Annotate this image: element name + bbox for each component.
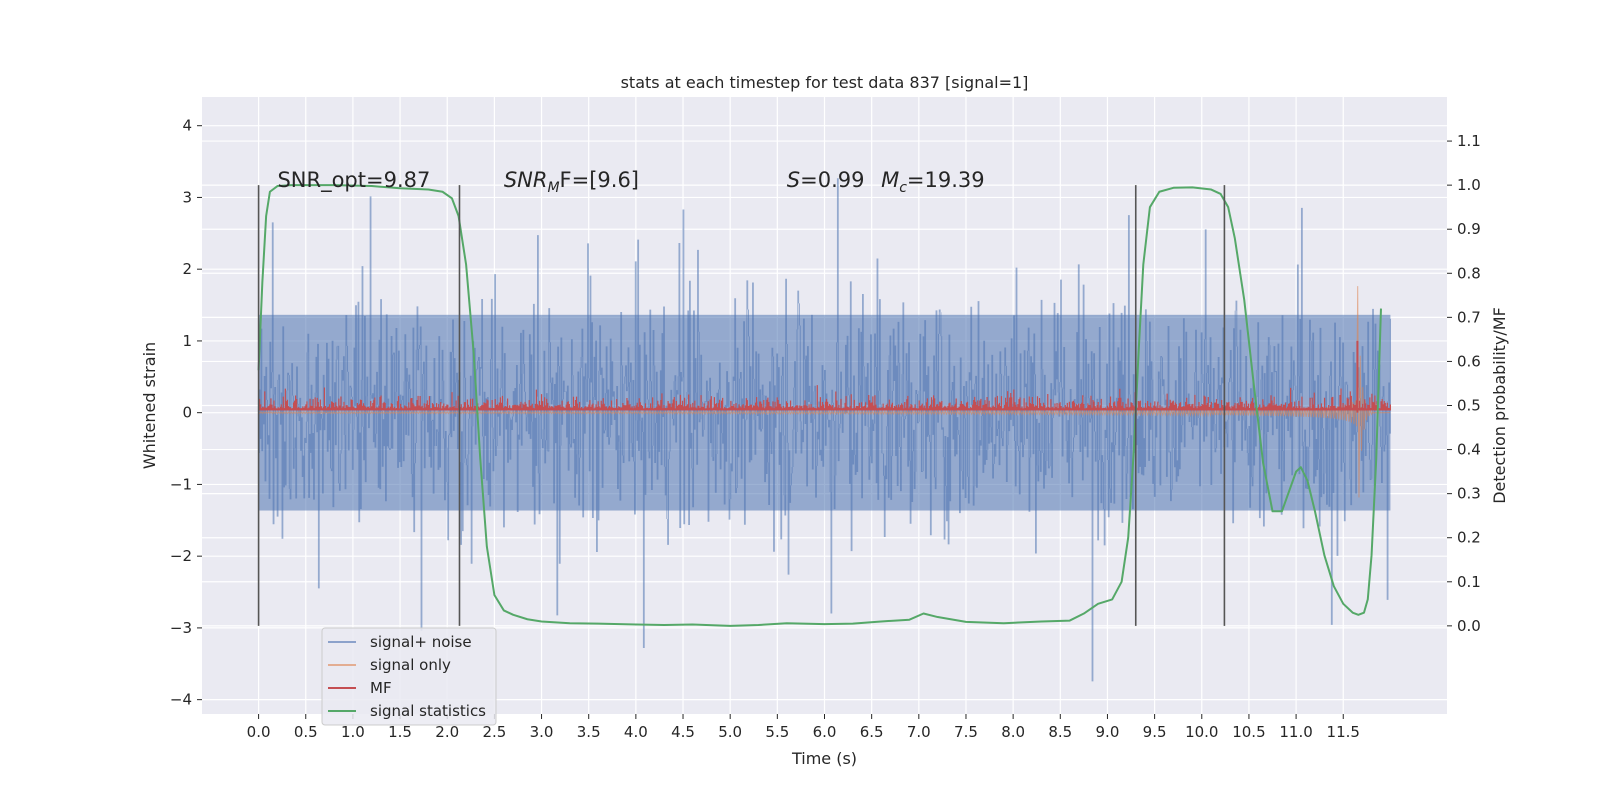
legend-label-signal-only: signal only <box>370 656 451 674</box>
x-tick-label: 1.5 <box>388 723 412 741</box>
y-tick-label-left: −1 <box>170 475 192 493</box>
annotation-main: S <box>787 168 800 192</box>
legend: signal+ noise signal only MF signal stat… <box>321 627 497 726</box>
y-tick-label-right: 0.9 <box>1457 220 1481 238</box>
y-tick-label-right: 0.1 <box>1457 573 1481 591</box>
x-tick-label: 8.0 <box>1001 723 1025 741</box>
y-tick-label-left: −4 <box>170 691 192 709</box>
y-tick-label-right: 1.0 <box>1457 176 1481 194</box>
x-tick-label: 11.5 <box>1327 723 1360 741</box>
annotation-2: S=0.99 <box>787 168 865 192</box>
annotation-1: SNRMF=[9.6] <box>504 168 639 196</box>
signal-statistics-line <box>257 184 1382 627</box>
x-tick-label: 7.0 <box>907 723 931 741</box>
y-tick-label-left: 0 <box>182 404 192 422</box>
y-tick-label-right: 0.8 <box>1457 264 1481 282</box>
x-tick-label: 4.0 <box>624 723 648 741</box>
x-tick-label: 2.0 <box>435 723 459 741</box>
x-tick-label: 11.0 <box>1279 723 1312 741</box>
chart-title: stats at each timestep for test data 837… <box>621 73 1029 92</box>
x-axis-label: Time (s) <box>791 749 857 768</box>
x-tick-label: 6.5 <box>860 723 884 741</box>
y-tick-label-left: −3 <box>170 619 192 637</box>
vertical-markers <box>257 185 1226 626</box>
legend-label-signal-statistics: signal statistics <box>370 702 486 720</box>
annotation-subscript: M <box>547 180 559 196</box>
x-tick-label: 2.5 <box>482 723 506 741</box>
y-tick-label-right: 0.2 <box>1457 529 1481 547</box>
axes: 0.0 0.5 1.0 1.5 2.0 2.5 3.0 3.5 4.0 4.5 5.0 5.5 6.0 6… <box>170 117 1481 741</box>
annotation-main: SNR_opt=9.87 <box>277 168 430 193</box>
x-tick-label: 9.5 <box>1143 723 1167 741</box>
y-tick-label-right: 0.3 <box>1457 485 1481 503</box>
y-axis-label: Whitened strain <box>140 342 159 469</box>
x-tick-label: 9.0 <box>1096 723 1120 741</box>
annotation-main: M <box>881 168 899 192</box>
y-tick-label-right: 0.5 <box>1457 397 1481 415</box>
legend-label-signal-noise: signal+ noise <box>370 633 472 651</box>
y-tick-label-right: 0.7 <box>1457 308 1481 326</box>
x-tick-label: 6.0 <box>813 723 837 741</box>
y-tick-label-right: 0.0 <box>1457 617 1481 635</box>
x-tick-label: 8.5 <box>1048 723 1072 741</box>
y-tick-label-right: 0.6 <box>1457 352 1481 370</box>
x-tick-label: 3.0 <box>530 723 554 741</box>
annotation-main: SNR <box>504 168 548 192</box>
legend-label-mf: MF <box>370 679 392 697</box>
x-tick-label: 3.5 <box>577 723 601 741</box>
x-tick-label: 10.5 <box>1232 723 1265 741</box>
legend-box <box>321 627 497 726</box>
y-tick-label-left: 4 <box>182 117 192 135</box>
x-tick-label: 10.0 <box>1185 723 1218 741</box>
x-tick-label: 5.5 <box>765 723 789 741</box>
plot-data <box>257 178 1392 682</box>
y-tick-label-left: 2 <box>182 260 192 278</box>
y-tick-label-left: −2 <box>170 547 192 565</box>
x-tick-label: 5.0 <box>718 723 742 741</box>
annotation-0: SNR_opt=9.87 <box>277 168 430 193</box>
annotation-3: Mc=19.39 <box>881 168 985 196</box>
x-tick-label: 0.5 <box>294 723 318 741</box>
y-tick-label-right: 1.1 <box>1457 132 1481 150</box>
annotation-subscript: c <box>899 180 907 196</box>
annotation-tail: F=[9.6] <box>560 168 639 192</box>
annotation-tail: =0.99 <box>800 168 864 192</box>
y-tick-label-left: 3 <box>182 188 192 206</box>
x-tick-label: 1.0 <box>341 723 365 741</box>
x-tick-label: 0.0 <box>247 723 271 741</box>
x-tick-label: 4.5 <box>671 723 695 741</box>
annotations: SNR_opt=9.87 SNRMF=[9.6] S=0.99 Mc=19.39 <box>277 168 984 196</box>
x-tick-label: 7.5 <box>954 723 978 741</box>
y-axis-label-right: Detection probability/MF <box>1490 307 1509 504</box>
annotation-tail: =19.39 <box>907 168 985 192</box>
y-tick-label-left: 1 <box>182 332 192 350</box>
y-tick-label-right: 0.4 <box>1457 441 1481 459</box>
